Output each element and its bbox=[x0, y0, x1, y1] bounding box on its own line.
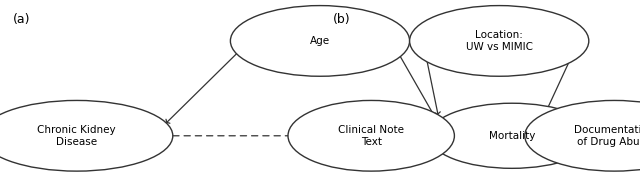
Text: Mortality: Mortality bbox=[489, 131, 535, 141]
Ellipse shape bbox=[288, 100, 454, 171]
Ellipse shape bbox=[230, 6, 410, 76]
Ellipse shape bbox=[429, 103, 595, 168]
Text: Age: Age bbox=[310, 36, 330, 46]
Text: Chronic Kidney
Disease: Chronic Kidney Disease bbox=[38, 125, 116, 147]
Text: (b): (b) bbox=[333, 13, 351, 26]
Text: Clinical Note
Text: Clinical Note Text bbox=[338, 125, 404, 147]
Ellipse shape bbox=[410, 6, 589, 76]
Text: Documentation
of Drug Abuse: Documentation of Drug Abuse bbox=[574, 125, 640, 147]
Text: Location:
UW vs MIMIC: Location: UW vs MIMIC bbox=[466, 30, 532, 52]
Ellipse shape bbox=[0, 100, 173, 171]
Ellipse shape bbox=[525, 100, 640, 171]
Text: (a): (a) bbox=[13, 13, 30, 26]
